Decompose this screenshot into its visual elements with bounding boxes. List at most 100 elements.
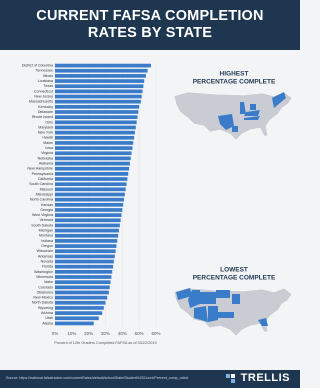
y-tick-label: Maine — [43, 141, 53, 145]
page: {"chart_data": { "type": "bar", "orienta… — [0, 0, 300, 388]
bar — [55, 182, 127, 187]
y-tick-label: Ohio — [45, 120, 53, 124]
bar — [55, 187, 126, 192]
x-tick-label: 20% — [84, 331, 93, 336]
highlight-state — [188, 290, 200, 308]
bar — [55, 125, 136, 130]
y-tick-label: North Dakota — [32, 301, 53, 305]
highlight-state — [208, 306, 218, 322]
y-tick-label: Delaware — [38, 110, 53, 114]
bar — [55, 218, 121, 223]
bar — [55, 311, 103, 315]
y-tick-label: Connecticut — [34, 89, 53, 93]
map-heading: LOWEST — [220, 267, 248, 274]
footer: Source: https://national.fafsatracker.co… — [0, 370, 300, 388]
y-tick-label: Illinois — [43, 74, 53, 78]
y-tick-label: Georgia — [40, 208, 53, 212]
bar — [55, 120, 137, 125]
bar — [55, 141, 134, 145]
bar — [55, 280, 111, 285]
y-tick-label: District of Columbia — [22, 64, 53, 68]
bar — [55, 115, 138, 120]
highlight-state — [216, 290, 230, 298]
bar — [55, 202, 124, 207]
y-tick-label: Wyoming — [38, 306, 53, 310]
bar — [55, 151, 132, 156]
y-tick-label: Arkansas — [38, 254, 53, 258]
y-tick-label: Arizona — [41, 311, 53, 315]
y-tick-label: Minnesota — [36, 275, 53, 279]
bar — [55, 223, 120, 228]
highlight-state — [200, 292, 216, 304]
y-tick-label: Montana — [39, 234, 53, 238]
y-tick-label: New York — [38, 131, 53, 135]
y-tick-label: Indiana — [41, 239, 53, 243]
bar — [55, 104, 140, 109]
bar — [55, 63, 151, 68]
highlight-state — [258, 318, 268, 326]
y-tick-label: Alaska — [42, 321, 53, 325]
bar — [55, 161, 130, 166]
bar — [55, 130, 135, 135]
bar — [55, 306, 104, 310]
y-tick-label: Utah — [45, 316, 53, 320]
bar — [55, 239, 118, 243]
logo-mark — [226, 374, 235, 383]
highlight-state — [176, 288, 192, 300]
x-axis-label: Percent of 12th Graders Completed FAFSA … — [54, 341, 156, 345]
y-tick-label: South Dakota — [31, 223, 53, 227]
bar — [55, 244, 117, 248]
bar — [55, 259, 114, 264]
highlight-state — [232, 126, 238, 132]
map-lowest: LOWEST PERCENTAGE COMPLETE — [173, 267, 293, 337]
bar — [55, 94, 142, 99]
y-tick-label: California — [38, 177, 53, 181]
bar — [55, 84, 144, 89]
bar — [55, 321, 94, 326]
source-note: Source: https://national.fafsatracker.co… — [6, 376, 189, 380]
bar — [55, 99, 141, 104]
y-tick-label: Hawaii — [42, 136, 53, 140]
highlight-state — [232, 294, 240, 304]
bar — [55, 254, 115, 259]
bar — [55, 192, 125, 197]
bar — [55, 295, 108, 300]
y-tick-label: Rhode Island — [32, 115, 53, 119]
chart: HIGHEST PERCENTAGE COMPLETE LOWEST PERCE… — [22, 63, 293, 345]
y-tick-label: Iowa — [45, 146, 53, 150]
x-tick-label: 50% — [135, 331, 144, 336]
y-tick-label: Florida — [42, 265, 53, 269]
chart-title: CURRENT FAFSA COMPLETION RATES BY STATE — [36, 8, 264, 41]
y-tick-label: Oregon — [41, 244, 53, 248]
y-tick-label: Louisiana — [38, 79, 53, 83]
y-tick-label: New Mexico — [33, 296, 53, 300]
bar — [55, 197, 125, 202]
map-subheading: PERCENTAGE COMPLETE — [193, 275, 276, 282]
bar — [55, 89, 143, 94]
highlight-state — [218, 312, 234, 318]
bar — [55, 172, 129, 176]
y-tick-label: Pennsylvania — [32, 172, 53, 176]
bar — [55, 68, 148, 73]
map-subheading: PERCENTAGE COMPLETE — [193, 79, 276, 86]
y-tick-label: Vermont — [40, 218, 53, 222]
y-tick-label: Wisconsin — [37, 249, 53, 253]
y-tick-label: North Carolina — [30, 198, 53, 202]
y-tick-label: Missouri — [40, 187, 54, 191]
bar — [55, 110, 139, 114]
highlight-state — [194, 306, 208, 322]
bar — [55, 79, 145, 83]
highlight-state — [218, 114, 234, 130]
y-tick-label: Kansas — [41, 203, 53, 207]
bar — [55, 249, 116, 254]
y-tick-label: Alabama — [39, 162, 53, 166]
bar — [55, 146, 133, 150]
highlight-state — [240, 102, 246, 114]
highlight-state — [272, 92, 286, 108]
bar — [55, 290, 109, 295]
bar — [55, 264, 114, 269]
bar — [55, 285, 110, 290]
bar — [55, 300, 106, 305]
bar — [55, 177, 128, 181]
brand: TRELLIS — [240, 372, 290, 384]
